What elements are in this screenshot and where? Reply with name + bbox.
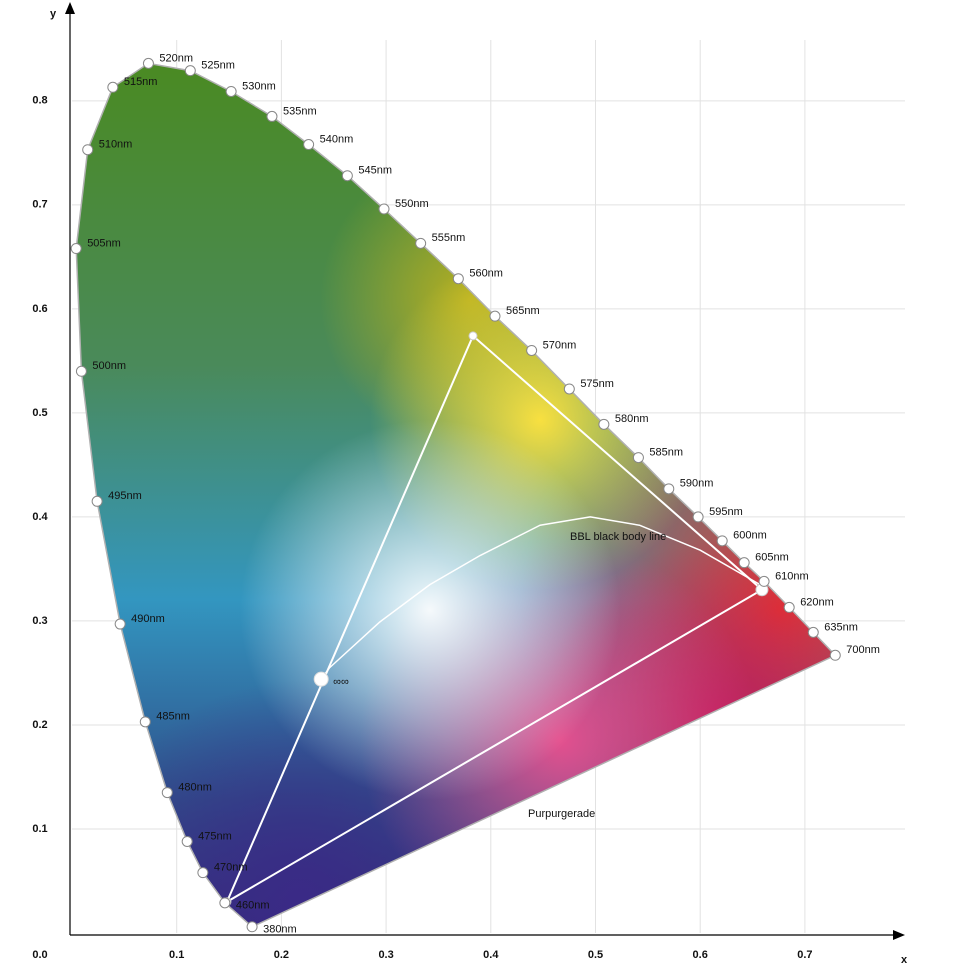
wavelength-point	[807, 626, 819, 638]
wavelength-point	[75, 365, 87, 377]
marks: 380nm 460nm 470nm 475nm 480nm 485nm 490nm 495nm…	[70, 52, 880, 936]
wavelength-point	[219, 897, 231, 909]
wavelength-point	[563, 383, 575, 395]
wavelength-point	[225, 85, 237, 97]
wavelength-label: 565nm	[506, 305, 540, 317]
wavelength-label: 505nm	[87, 237, 121, 249]
wavelength-label: 560nm	[469, 268, 503, 280]
wavelength-label: 700nm	[846, 644, 880, 656]
wavelength-label: 510nm	[99, 139, 133, 151]
y-arrow	[65, 2, 75, 14]
x-tick-label: 0.0	[32, 949, 47, 961]
wavelength-point	[184, 65, 196, 77]
wavelength-label: 595nm	[709, 506, 743, 518]
y-tick-label: 0.5	[32, 407, 47, 419]
wavelength-point	[197, 867, 209, 879]
wavelength-label: 555nm	[432, 232, 466, 244]
wavelength-label: 525nm	[201, 60, 235, 72]
wavelength-point	[181, 835, 193, 847]
wavelength-label: 530nm	[242, 80, 276, 92]
wavelength-label: 475nm	[198, 830, 232, 842]
wavelength-point	[303, 139, 315, 151]
wavelength-point	[246, 921, 258, 933]
y-tick-label: 0.8	[32, 95, 47, 107]
wavelength-point	[142, 57, 154, 69]
wavelength-label: 535nm	[283, 105, 317, 117]
wavelength-point	[632, 452, 644, 464]
wavelength-point	[266, 110, 278, 122]
wavelength-label: 635nm	[824, 621, 858, 633]
wavelength-point	[738, 557, 750, 569]
wavelength-label: 620nm	[800, 596, 834, 608]
wavelength-label: 545nm	[358, 165, 392, 177]
x-tick-label: 0.4	[483, 949, 499, 961]
wavelength-label: 540nm	[320, 133, 354, 145]
gamut-vertex	[468, 331, 478, 341]
wavelength-label: 590nm	[680, 478, 714, 490]
y-tick-label: 0.4	[32, 511, 48, 523]
white-point-label: ∞∞	[333, 676, 349, 688]
y-tick-label: 0.2	[32, 719, 47, 731]
x-axis-label: x	[901, 954, 908, 966]
y-axis-label: y	[50, 8, 57, 20]
x-tick-label: 0.2	[274, 949, 289, 961]
wavelength-label: 575nm	[580, 378, 614, 390]
wavelength-point	[107, 81, 119, 93]
wavelength-point	[114, 618, 126, 630]
wavelength-label: 580nm	[615, 413, 649, 425]
wavelength-point	[489, 310, 501, 322]
wavelength-point	[716, 535, 728, 547]
y-tick-label: 0.3	[32, 615, 47, 627]
wavelength-label: 550nm	[395, 198, 429, 210]
wavelength-label: 490nm	[131, 613, 165, 625]
wavelength-point	[452, 273, 464, 285]
x-tick-label: 0.7	[797, 949, 812, 961]
wavelength-point	[161, 787, 173, 799]
wavelength-label: 570nm	[543, 339, 577, 351]
wavelength-point	[378, 203, 390, 215]
wavelength-label: 495nm	[108, 490, 142, 502]
x-tick-label: 0.6	[693, 949, 708, 961]
black-body-line	[320, 516, 761, 680]
wavelength-point	[783, 601, 795, 613]
wavelength-point	[692, 511, 704, 523]
wavelength-label: 480nm	[178, 781, 212, 793]
wavelength-point	[663, 483, 675, 495]
wavelength-label: 520nm	[159, 52, 193, 64]
wavelength-point	[341, 170, 353, 182]
wavelength-point	[415, 237, 427, 249]
wavelength-label: 460nm	[236, 900, 270, 912]
x-arrow	[893, 930, 905, 940]
x-tick-label: 0.1	[169, 949, 184, 961]
wavelength-label: 470nm	[214, 862, 248, 874]
wavelength-point	[758, 575, 770, 587]
x-tick-label: 0.3	[378, 949, 393, 961]
y-tick-label: 0.7	[32, 199, 47, 211]
x-tick-label: 0.5	[588, 949, 603, 961]
wavelength-point	[526, 344, 538, 356]
wavelength-point	[598, 418, 610, 430]
y-tick-label: 0.1	[32, 823, 47, 835]
wavelength-point	[82, 144, 94, 156]
bbl-label: BBL black body line	[570, 531, 666, 543]
wavelength-label: 500nm	[92, 360, 126, 372]
wavelength-label: 515nm	[124, 76, 158, 88]
wavelength-point	[70, 243, 82, 255]
purple-line-label: Purpurgerade	[528, 808, 595, 820]
wavelength-label: 585nm	[649, 447, 683, 459]
wavelength-label: 605nm	[755, 552, 789, 564]
y-tick-label: 0.6	[32, 303, 47, 315]
gamut-triangle	[224, 334, 764, 905]
wavelength-point	[139, 716, 151, 728]
wavelength-point	[829, 649, 841, 661]
wavelength-label: 600nm	[733, 530, 767, 542]
wavelength-label: 380nm	[263, 924, 297, 936]
white-point	[313, 671, 329, 687]
wavelength-label: 610nm	[775, 570, 809, 582]
wavelength-point	[91, 495, 103, 507]
wavelength-label: 485nm	[156, 711, 190, 723]
